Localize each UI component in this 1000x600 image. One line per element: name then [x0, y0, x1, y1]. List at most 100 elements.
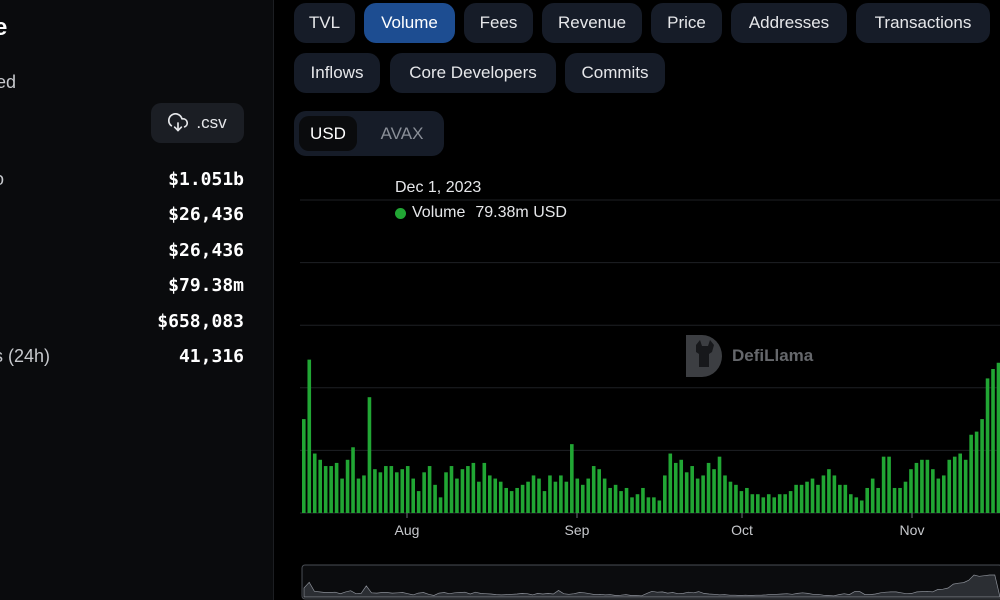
volume-bar — [772, 497, 777, 513]
volume-bar — [515, 487, 519, 513]
volume-bar — [591, 466, 596, 513]
volume-bar — [302, 419, 306, 513]
volume-bar — [602, 478, 607, 513]
volume-bar — [777, 494, 782, 513]
volume-bar — [652, 497, 656, 513]
volume-bar — [745, 487, 749, 513]
volume-bar — [498, 481, 503, 513]
volume-bar — [761, 497, 766, 513]
zoom-slider-track[interactable] — [301, 564, 1000, 600]
volume-bar — [564, 481, 569, 513]
volume-bar — [706, 462, 711, 513]
volume-bar — [663, 475, 667, 513]
volume-bar — [580, 484, 585, 513]
zoom-slider[interactable] — [301, 564, 1000, 600]
stat-row-addresses: s (24h) 41,316 — [0, 346, 244, 370]
tooltip-value: 79.38m USD — [475, 204, 567, 221]
volume-bar — [756, 494, 760, 513]
volume-bar — [548, 475, 552, 513]
volume-bar — [477, 481, 481, 513]
volume-bar — [805, 481, 809, 513]
download-csv-button[interactable]: .csv — [151, 103, 244, 143]
cloud-download-icon — [168, 113, 189, 132]
volume-bar — [422, 472, 426, 513]
volume-bar — [624, 487, 629, 513]
volume-bar — [827, 469, 831, 513]
volume-bar — [542, 491, 547, 513]
volume-bar — [887, 456, 891, 513]
volume-bar — [597, 469, 601, 513]
volume-bar — [559, 475, 563, 513]
currency-option-usd[interactable]: USD — [299, 116, 357, 151]
volume-bar — [520, 484, 525, 513]
chart-bars — [302, 359, 1000, 513]
tooltip-date: Dec 1, 2023 — [395, 179, 482, 196]
volume-bar — [493, 478, 498, 513]
volume-bar — [356, 478, 361, 513]
volume-bar — [799, 484, 804, 513]
volume-bar — [394, 472, 399, 513]
stat-value: $79.38m — [168, 275, 244, 296]
volume-bar — [444, 472, 448, 513]
tab-price[interactable]: Price — [651, 3, 722, 43]
defillama-watermark: DefiLlama — [684, 333, 813, 379]
volume-bar — [537, 478, 541, 513]
stat-value: $658,083 — [157, 311, 244, 332]
protocol-subtitle: ed — [0, 72, 17, 92]
volume-bar — [909, 469, 913, 513]
volume-bar — [340, 478, 344, 513]
volume-bar — [991, 369, 995, 513]
volume-bar — [723, 475, 727, 513]
volume-bar — [570, 444, 574, 513]
volume-bar — [695, 478, 700, 513]
volume-bar — [619, 491, 623, 513]
volume-bar — [526, 481, 530, 513]
stat-row-fees: $26,436 — [0, 204, 244, 228]
volume-bar — [586, 478, 591, 513]
tab-tvl[interactable]: TVL — [294, 3, 355, 43]
volume-bar — [936, 478, 941, 513]
volume-bar — [849, 494, 853, 513]
zoom-slider-minichart — [303, 574, 1000, 598]
tab-volume[interactable]: Volume — [364, 3, 455, 43]
tab-transactions[interactable]: Transactions — [856, 3, 990, 43]
stat-value: $1.051b — [168, 169, 244, 190]
volume-bar — [838, 484, 842, 513]
volume-bar — [690, 466, 694, 513]
volume-bar — [433, 484, 437, 513]
volume-bar — [925, 459, 930, 513]
volume-bar — [717, 456, 722, 513]
volume-bar — [449, 466, 454, 513]
volume-bar — [657, 500, 662, 513]
volume-bar — [963, 459, 968, 513]
tab-fees[interactable]: Fees — [464, 3, 533, 43]
tab-revenue[interactable]: Revenue — [542, 3, 642, 43]
volume-bar-chart[interactable]: Aug Sep Oct Nov — [290, 170, 1000, 600]
currency-option-avax[interactable]: AVAX — [380, 123, 424, 143]
volume-bar — [728, 481, 733, 513]
volume-bar — [920, 459, 924, 513]
stat-value: $26,436 — [168, 204, 244, 225]
stats-panel: e ed .csv o $1.051b $26,436 $26,436 $79.… — [0, 0, 274, 600]
stat-value: $26,436 — [168, 240, 244, 261]
tab-core-developers[interactable]: Core Developers — [390, 53, 556, 93]
llama-logo-icon — [686, 335, 722, 377]
volume-bar — [947, 459, 952, 513]
volume-bar — [613, 484, 618, 513]
volume-bar — [974, 431, 979, 513]
stat-row-volume: $79.38m — [0, 275, 244, 299]
volume-bar — [531, 475, 536, 513]
volume-bar — [553, 481, 558, 513]
x-tick-label: Nov — [900, 522, 925, 538]
volume-bar — [438, 497, 443, 513]
volume-bar — [810, 478, 815, 513]
x-tick-label: Sep — [565, 522, 590, 538]
volume-bar — [898, 487, 902, 513]
volume-bar — [400, 469, 405, 513]
volume-bar — [816, 484, 820, 513]
volume-bar — [367, 397, 372, 513]
tab-addresses[interactable]: Addresses — [731, 3, 847, 43]
tab-commits[interactable]: Commits — [565, 53, 665, 93]
volume-bar — [734, 484, 738, 513]
tab-inflows[interactable]: Inflows — [294, 53, 380, 93]
